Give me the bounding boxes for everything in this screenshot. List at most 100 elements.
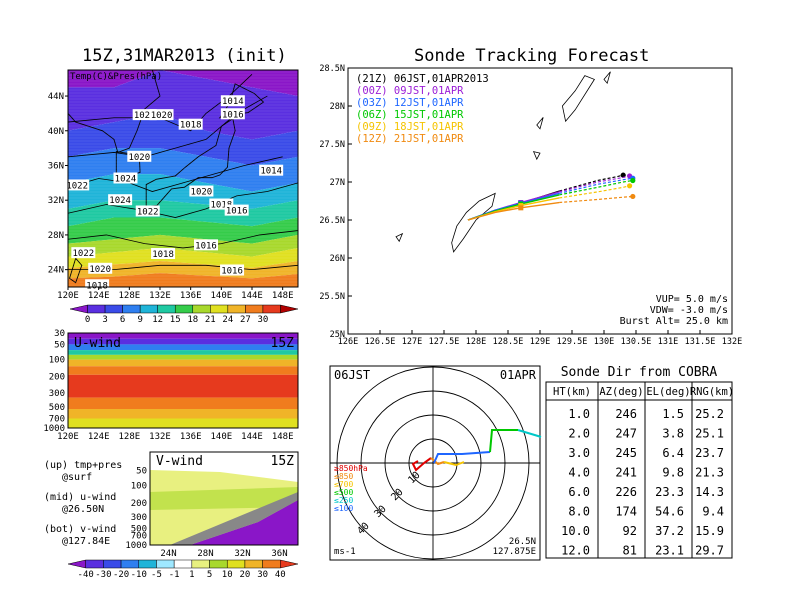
isobar-label-box: [108, 194, 133, 206]
colorbar-label: 12: [152, 315, 163, 325]
x-tick-label: 131.5E: [685, 337, 716, 347]
note-line: @26.50N: [62, 504, 104, 515]
y-tick-label: 26N: [330, 254, 345, 264]
table-cell: 9.4: [702, 505, 724, 519]
lon-tick-label: 148E: [272, 291, 294, 301]
u-wind-frame: [67, 332, 299, 429]
table-header: EL(deg): [646, 386, 690, 398]
hodograph-segment: [430, 457, 445, 466]
wind-colorbar-label: 30: [257, 570, 268, 580]
lon-tick-label: 128E: [118, 291, 140, 301]
temperature-colorbar: 0 3 6 9 12 15 18 21 24 27 30: [69, 304, 299, 325]
u-wind-pressure-label: 50: [54, 340, 65, 350]
temperature-band: [68, 200, 298, 227]
isobar-label: 1016: [222, 110, 244, 120]
polar-legend-entry: ≤700: [334, 480, 353, 489]
isobar-label: 1016: [226, 207, 248, 217]
colorbar-swatch: [139, 304, 158, 314]
v-wind-lat-label: 24N: [160, 549, 176, 559]
u-wind-band: [68, 374, 298, 398]
chart-title: Sonde Tracking Forecast: [414, 46, 649, 66]
temperature-band: [68, 70, 298, 140]
hodograph-segment: [433, 451, 491, 464]
note-line: @surf: [62, 472, 92, 483]
track-endpoint: [630, 193, 636, 200]
wind-colorbar-swatch: [262, 559, 281, 569]
table-cell: 4.0: [568, 466, 590, 480]
lat-tick-label: 36N: [48, 161, 64, 171]
track-burst-marker: [518, 205, 524, 211]
x-tick-label: 131E: [658, 337, 678, 347]
u-wind-pressure-label: 500: [49, 403, 65, 413]
polar-location: 26.5N: [509, 537, 536, 547]
hodograph-segment: [411, 457, 432, 472]
u-wind-lon-label: 136E: [180, 432, 202, 442]
u-wind-lon-label: 132E: [149, 432, 171, 442]
legend-entry: (12Z) 21JST,01APR: [356, 133, 464, 145]
wind-colorbar-label: -30: [95, 570, 111, 580]
isobar-label: 1014: [260, 167, 282, 177]
u-wind-pressure-label: 30: [54, 329, 65, 339]
hodograph-segment: [489, 429, 518, 453]
u-wind-pressure-label: 200: [49, 373, 65, 383]
wind-colorbar-label: -20: [113, 570, 129, 580]
tracking-chart: 126E 126.5E 127E 127.5E 128E 128.5E 129E 129.5E…: [319, 64, 742, 347]
polar-legend-entry: ≤500: [334, 488, 353, 497]
launch-parameter: Burst Alt= 25.0 km: [620, 316, 728, 327]
v-wind-terrain: [170, 492, 298, 545]
isobar-label: 1014: [222, 97, 244, 107]
table-cell: 23.7: [695, 446, 724, 460]
legend-entry: (09Z) 18JST,01APR: [356, 121, 464, 133]
table-cell: 1.5: [662, 407, 684, 421]
v-wind-pressure-label: 500: [131, 524, 147, 534]
table-cell: 29.7: [695, 544, 724, 558]
wind-colorbar-label: 1: [189, 570, 194, 580]
u-wind-lon-label: 120E: [57, 432, 79, 442]
wind-colorbar-swatch: [120, 559, 140, 569]
wind-colorbar-label: -1: [169, 570, 180, 580]
table-cell: 1.0: [568, 407, 590, 421]
colorbar-swatch: [104, 304, 123, 314]
u-wind-lon-label: 148E: [272, 432, 294, 442]
colorbar-swatch: [174, 304, 194, 314]
lon-tick-label: 136E: [180, 291, 202, 301]
track-dashed: [559, 195, 633, 204]
x-tick-label: 128E: [466, 337, 486, 347]
u-wind-band: [68, 354, 298, 360]
lat-tick-label: 32N: [48, 196, 64, 206]
u-wind-band: [68, 359, 298, 367]
y-tick-label: 28.5N: [319, 64, 345, 74]
u-wind-pressure-label: 300: [49, 389, 65, 399]
table-cell: 14.3: [695, 485, 724, 499]
wind-colorbar-swatch: [280, 559, 299, 569]
isobar-label: 1022: [66, 181, 88, 191]
temperature-band: [68, 113, 298, 166]
table-cell: 10.0: [561, 524, 590, 538]
polar-unit: ms-1: [334, 547, 356, 557]
isobar-label-box: [65, 179, 90, 191]
legend-entry: (03Z) 12JST,01APR: [356, 97, 464, 109]
launch-parameter: VDW= -3.0 m/s: [650, 305, 728, 316]
island-coastline: [561, 75, 595, 123]
u-wind-band: [68, 333, 298, 339]
chart-frame: [347, 67, 733, 335]
table-header: HT(km): [553, 386, 591, 398]
wind-colorbar-swatch: [156, 559, 175, 569]
isobar-label: 1022: [72, 249, 94, 259]
colorbar-swatch: [192, 304, 211, 314]
isobar-label: 1016: [195, 241, 217, 251]
table-header: AZ(deg): [599, 386, 643, 398]
track-dashed: [559, 175, 630, 193]
x-tick-label: 126E: [338, 337, 358, 347]
y-tick-label: 28N: [330, 102, 345, 112]
isobar-label: 1020: [191, 188, 213, 198]
table-cell: 37.2: [655, 524, 684, 538]
u-wind-pressure-label: 1000: [43, 424, 65, 434]
table-cell: 3.8: [662, 427, 684, 441]
v-wind-band: [190, 500, 298, 545]
track-dashed: [559, 177, 633, 194]
table-cell: 3.0: [568, 446, 590, 460]
coastline: [69, 257, 83, 284]
